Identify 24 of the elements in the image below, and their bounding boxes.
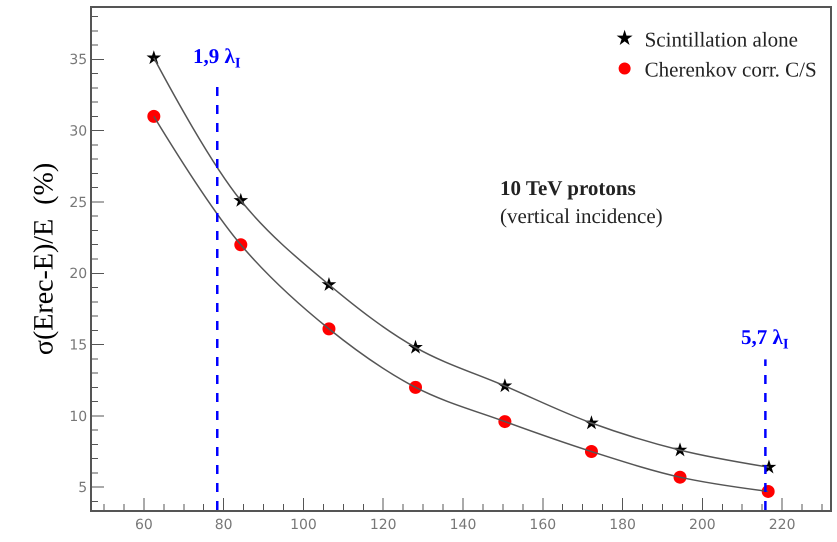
x-tick-label: 80: [214, 516, 233, 533]
y-tick-label: 35: [69, 52, 88, 68]
ref-line-label: 5,7 λ$_{I}$: [741, 325, 789, 352]
y-axis-title: σ(Erec-E)/E (%): [28, 162, 60, 356]
y-tick-label: 5: [78, 480, 88, 496]
legend-label: Cherenkov corr. C/S: [644, 58, 817, 82]
y-tick-label: 15: [69, 337, 88, 354]
x-tick-label: 160: [529, 516, 556, 533]
annotation: (vertical incidence): [500, 204, 663, 228]
x-tick-label: 200: [688, 516, 716, 533]
x-tick-label: 220: [768, 516, 796, 533]
annotation: 10 TeV protons: [500, 176, 636, 200]
y-tick-label: 20: [69, 266, 88, 282]
x-tick-label: 120: [370, 516, 397, 533]
x-tick-label: 60: [134, 516, 153, 533]
y-tick-label: 25: [69, 194, 88, 211]
y-tick-label: 30: [69, 124, 88, 140]
legend-label: Scintillation alone: [644, 27, 798, 52]
x-tick-label: 140: [450, 516, 476, 533]
point: [147, 110, 160, 123]
x-tick-label: 180: [609, 516, 636, 533]
x-tick-label: 100: [290, 516, 317, 533]
ref-line-label: 1,9 λ$_{I}$: [193, 44, 241, 72]
y-tick-label: 10: [69, 408, 88, 425]
